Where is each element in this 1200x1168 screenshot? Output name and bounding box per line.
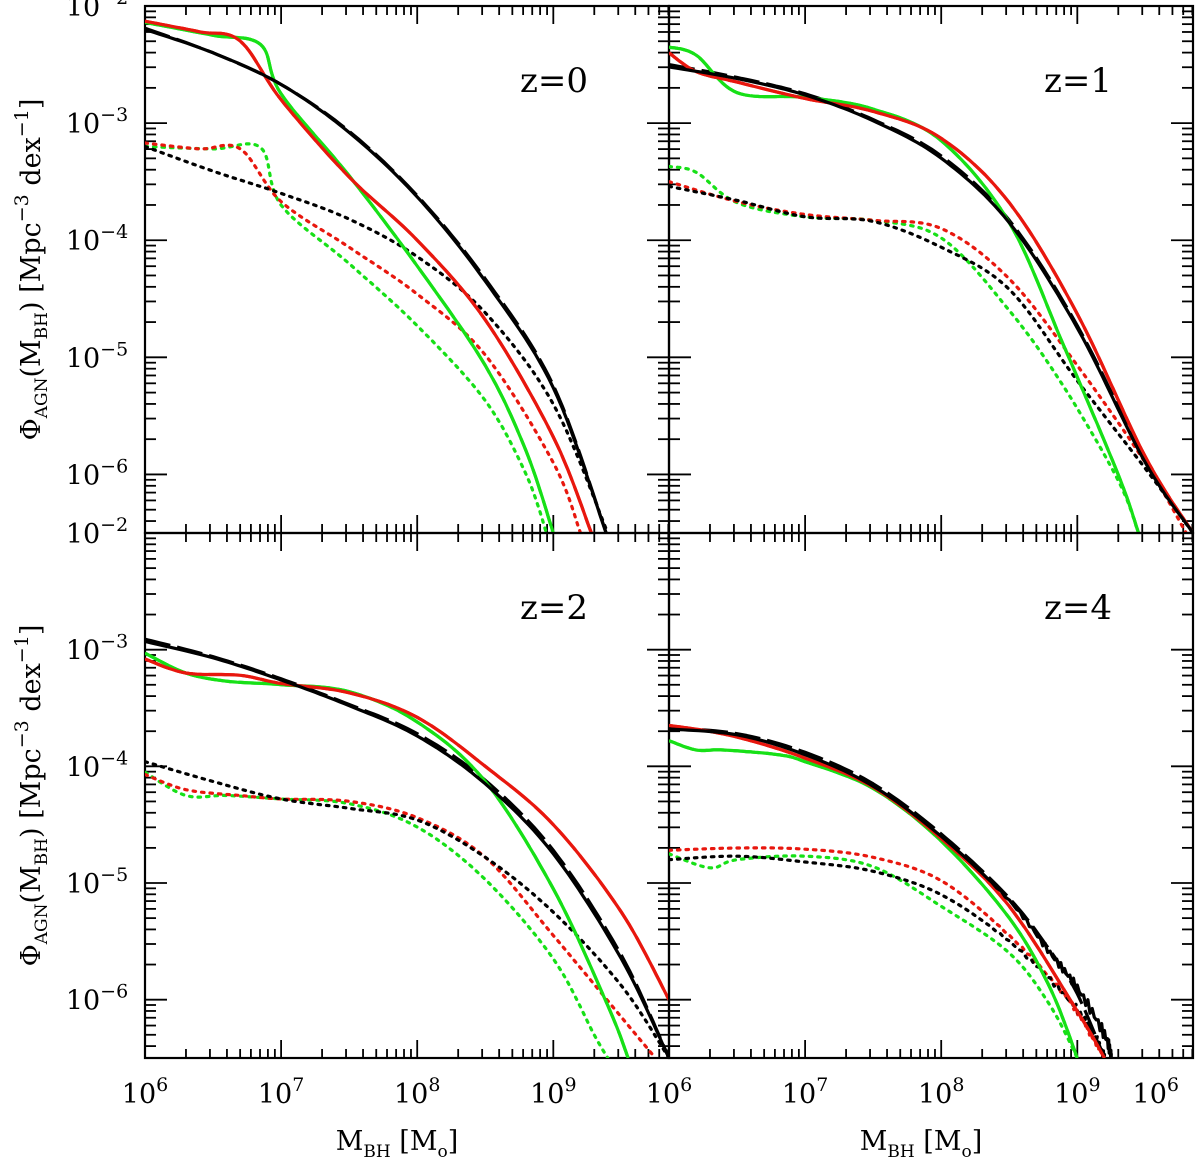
series-green-dotted bbox=[669, 164, 1141, 533]
x-tick-label: 106 bbox=[646, 1074, 692, 1110]
panel-z-0: z=0 bbox=[143, 4, 671, 535]
x-tick-label: 107 bbox=[782, 1074, 828, 1110]
y-tick-label: 10−4 bbox=[66, 747, 128, 783]
y-tick-label: 10−6 bbox=[66, 455, 128, 491]
y-tick-label: 10−5 bbox=[66, 864, 128, 900]
series-green-solid bbox=[145, 20, 555, 533]
y-axis-label: ΦAGN(MBH) [Mpc−3 dex−1] bbox=[11, 625, 52, 967]
panel-redshift-label: z=1 bbox=[1044, 61, 1112, 101]
series-black-dotted bbox=[669, 184, 1193, 533]
series-group bbox=[145, 637, 669, 1058]
x-tick-label: 108 bbox=[394, 1074, 440, 1110]
panels-layer: z=0 z=1 z=2 z=4 bbox=[143, 4, 1195, 1060]
y-tick-label: 10−4 bbox=[66, 221, 128, 257]
x-axis-label: MBH [Mo] bbox=[860, 1126, 983, 1162]
panel-z-4: z=4 bbox=[667, 531, 1195, 1060]
x-tick-label: 106 bbox=[122, 1074, 168, 1110]
y-axis-label: ΦAGN(MBH) [Mpc−3 dex−1] bbox=[11, 99, 52, 441]
panel-redshift-label: z=4 bbox=[1044, 588, 1112, 628]
series-red-solid bbox=[145, 657, 669, 1001]
series-red-solid bbox=[669, 723, 1106, 1058]
y-tick-label: 10−3 bbox=[66, 631, 128, 667]
series-group bbox=[145, 19, 610, 533]
series-green-solid bbox=[669, 739, 1079, 1058]
series-black-solid bbox=[669, 65, 1193, 533]
panel-frame bbox=[143, 4, 671, 535]
series-black-solid bbox=[669, 727, 1113, 1058]
series-red-solid bbox=[145, 19, 593, 533]
x-tick-label: 109 bbox=[530, 1074, 576, 1110]
series-green-dotted bbox=[145, 142, 549, 533]
labels-layer: 10−2 10−3 10−4 10−5 10−6 10−2 10−3 10−4 10−5 10−6… bbox=[11, 0, 1179, 1162]
series-black-solid bbox=[145, 27, 608, 533]
panel-redshift-label: z=0 bbox=[520, 61, 588, 101]
series-black-solid bbox=[145, 639, 669, 1058]
axis-ticks bbox=[144, 5, 670, 533]
series-red-dotted bbox=[669, 180, 1188, 533]
y-tick-label: 10−5 bbox=[66, 338, 128, 374]
y-tick-label: 10−3 bbox=[66, 104, 128, 140]
series-black-dotted bbox=[145, 760, 669, 1058]
panel-z-2: z=2 bbox=[143, 531, 671, 1060]
series-group bbox=[669, 723, 1113, 1058]
axis-ticks bbox=[668, 5, 1194, 533]
series-red-dotted bbox=[145, 772, 657, 1058]
series-red-solid bbox=[669, 51, 1193, 533]
x-axis-label: MBH [Mo] bbox=[336, 1126, 459, 1162]
series-black-dotted bbox=[145, 144, 610, 533]
series-black-dashed bbox=[145, 26, 608, 533]
series-green-dotted bbox=[145, 770, 610, 1058]
y-tick-label: 10−6 bbox=[66, 981, 128, 1017]
series-green-dashed bbox=[145, 20, 555, 533]
series-black-dotted bbox=[669, 854, 1107, 1058]
panel-z-1: z=1 bbox=[667, 4, 1195, 535]
x-tick-label: 107 bbox=[258, 1074, 304, 1110]
panel-redshift-label: z=2 bbox=[520, 588, 588, 628]
series-red-dashed bbox=[669, 723, 1106, 1058]
y-tick-label: 10−2 bbox=[66, 0, 128, 23]
series-red-dotted bbox=[669, 846, 1107, 1058]
series-black-dashed bbox=[669, 726, 1106, 1058]
series-group bbox=[669, 45, 1193, 533]
x-tick-label: 108 bbox=[918, 1074, 964, 1110]
x-tick-label: 109 bbox=[1054, 1074, 1100, 1110]
x-tick-label: 106 bbox=[1133, 1074, 1179, 1110]
axis-ticks bbox=[668, 532, 1194, 1058]
series-green-dotted bbox=[669, 852, 1079, 1058]
y-tick-label: 10−2 bbox=[66, 514, 128, 550]
series-black-dashed bbox=[145, 637, 669, 1058]
panel-frame bbox=[667, 531, 1195, 1060]
series-red-dotted bbox=[145, 141, 583, 533]
